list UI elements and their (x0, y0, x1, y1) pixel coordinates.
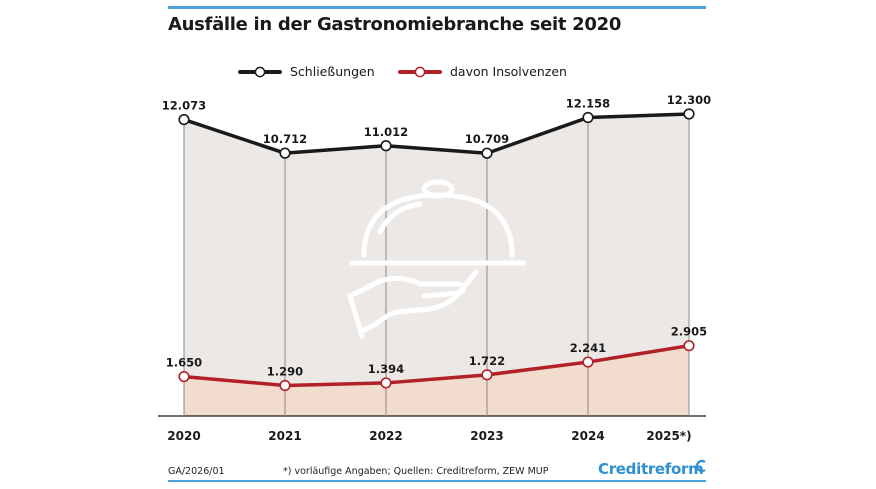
x-tick-2020: 2020 (167, 429, 200, 443)
area-insolvenzen (184, 345, 689, 416)
point-schliessungen-2023 (481, 147, 493, 159)
point-insolvenzen-2020 (178, 371, 190, 383)
area-schliessungen (184, 113, 689, 386)
legend-marker-red (398, 66, 442, 78)
label-schliessungen-2025*): 12.300 (667, 93, 711, 107)
label-schliessungen-2024: 12.158 (566, 97, 610, 111)
footer-source-note: *) vorläufige Angaben; Quellen: Creditre… (283, 466, 549, 477)
creditreform-logo-icon (695, 459, 706, 473)
chart-title: Ausfälle in der Gastronomiebranche seit … (168, 14, 622, 35)
cloche-tray-icon (347, 179, 527, 339)
point-insolvenzen-2021 (279, 379, 291, 392)
label-insolvenzen-2022: 1.394 (368, 362, 404, 376)
point-schliessungen-2021 (279, 147, 291, 159)
label-schliessungen-2022: 11.012 (364, 125, 408, 139)
label-schliessungen-2021: 10.712 (263, 132, 307, 146)
point-schliessungen-2024 (582, 111, 594, 124)
bottom-accent-line (168, 480, 706, 482)
label-insolvenzen-2025*): 2.905 (671, 325, 707, 339)
legend-label-schliessungen: Schließungen (290, 64, 375, 79)
point-insolvenzen-2022 (380, 377, 392, 389)
legend-marker-black (238, 66, 282, 78)
top-accent-line (168, 6, 706, 9)
x-tick-2025*): 2025*) (646, 429, 691, 443)
brand-name: Creditreform (598, 460, 704, 478)
point-insolvenzen-2025*) (683, 340, 695, 352)
point-schliessungen-2022 (380, 140, 392, 152)
x-tick-2022: 2022 (369, 429, 402, 443)
label-insolvenzen-2020: 1.650 (166, 356, 202, 370)
legend-label-insolvenzen: davon Insolvenzen (450, 64, 567, 79)
point-insolvenzen-2024 (582, 356, 594, 368)
x-tick-2023: 2023 (470, 429, 503, 443)
label-schliessungen-2023: 10.709 (465, 132, 509, 146)
line-insolvenzen (182, 343, 691, 388)
label-insolvenzen-2021: 1.290 (267, 365, 303, 379)
label-insolvenzen-2023: 1.722 (469, 354, 505, 368)
point-schliessungen-2025*) (683, 108, 695, 120)
point-schliessungen-2020 (178, 113, 190, 126)
label-insolvenzen-2024: 2.241 (570, 341, 606, 355)
x-tick-2021: 2021 (268, 429, 301, 443)
label-schliessungen-2020: 12.073 (162, 99, 206, 113)
point-insolvenzen-2023 (481, 369, 493, 381)
x-tick-2024: 2024 (571, 429, 604, 443)
footer-code: GA/2026/01 (168, 466, 225, 477)
line-schliessungen (182, 112, 691, 155)
